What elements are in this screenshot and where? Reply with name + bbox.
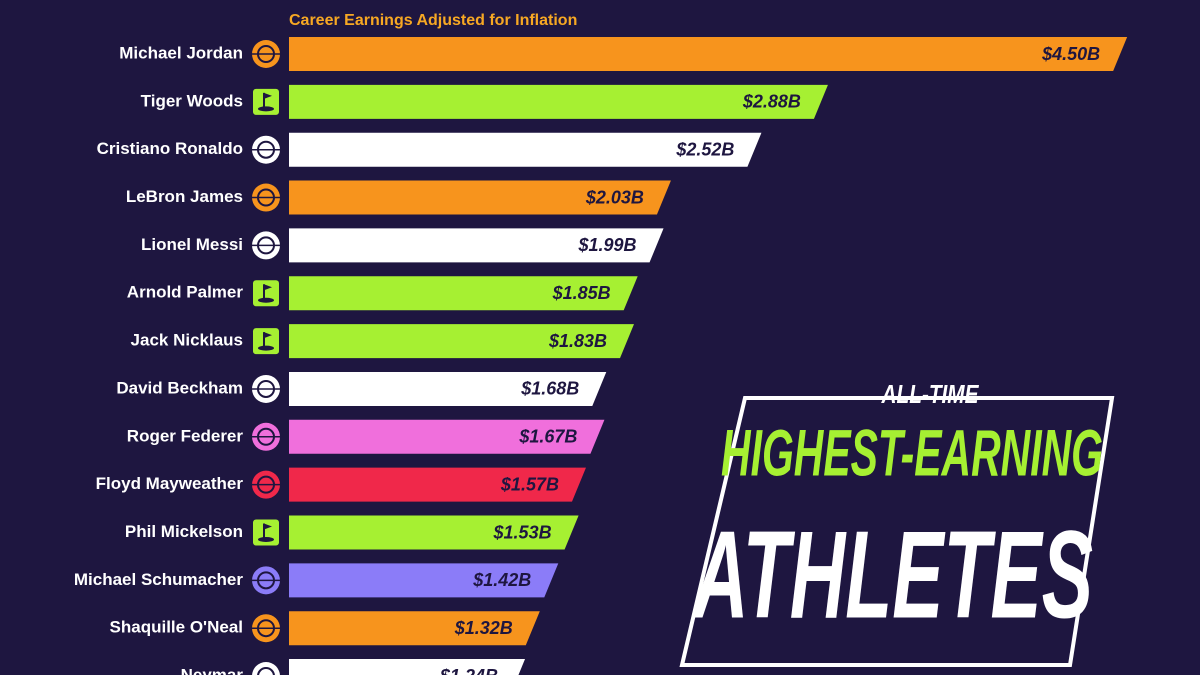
category-label: Tiger Woods	[141, 91, 243, 110]
category-label: Arnold Palmer	[127, 283, 244, 302]
sport-icon	[252, 662, 280, 675]
bar	[289, 563, 559, 598]
title-line: ATHLETES	[691, 506, 1093, 644]
sport-icon	[253, 328, 279, 355]
icon-part	[258, 537, 274, 542]
sport-icon	[252, 231, 280, 260]
bar	[289, 276, 638, 311]
category-label: Michael Schumacher	[74, 570, 244, 589]
bar	[289, 371, 607, 406]
icon-part	[264, 92, 272, 99]
sport-icon	[253, 280, 279, 307]
sport-icon	[252, 614, 280, 643]
title-line: HIGHEST-EARNING	[721, 415, 1103, 490]
category-label: Shaquille O'Neal	[110, 618, 243, 637]
bar	[289, 515, 579, 550]
value-label: $1.83B	[548, 331, 607, 351]
icon-part	[258, 297, 274, 303]
bar	[289, 180, 671, 215]
icon-part	[258, 345, 274, 351]
icon-part	[258, 106, 274, 112]
icon-part	[264, 284, 272, 291]
icon-part	[264, 523, 272, 530]
category-label: LeBron James	[126, 187, 243, 206]
sport-icon	[253, 88, 279, 115]
value-label: $1.57B	[500, 474, 559, 494]
sport-icon	[252, 470, 280, 499]
bar	[289, 228, 664, 263]
category-label: Floyd Mayweather	[96, 474, 244, 493]
value-label: $1.24B	[439, 666, 498, 675]
sport-icon	[252, 566, 280, 595]
value-label: $1.85B	[552, 283, 611, 303]
category-label: Michael Jordan	[119, 43, 243, 62]
sport-icon	[252, 374, 280, 403]
value-label: $2.52B	[675, 139, 734, 159]
category-label: David Beckham	[116, 378, 243, 397]
bar	[289, 611, 540, 646]
value-label: $1.53B	[493, 522, 552, 542]
chart-subtitle: Career Earnings Adjusted for Inflation	[289, 12, 577, 29]
category-label: Neymar	[181, 666, 244, 675]
value-label: $2.03B	[585, 187, 644, 207]
bar	[289, 84, 828, 119]
bar	[289, 132, 762, 167]
sport-icon	[252, 135, 280, 164]
category-label: Jack Nicklaus	[131, 331, 243, 350]
icon-part	[264, 332, 272, 339]
sport-icon	[252, 422, 280, 451]
category-label: Cristiano Ronaldo	[97, 139, 243, 158]
value-label: $1.32B	[454, 618, 513, 638]
bar	[289, 659, 526, 675]
title-line: ALL-TIME	[881, 380, 980, 409]
sport-icon	[253, 519, 279, 546]
category-label: Phil Mickelson	[125, 522, 243, 541]
sport-icon	[252, 40, 280, 68]
sport-icon	[252, 183, 280, 212]
value-label: $2.88B	[742, 92, 801, 112]
value-label: $1.42B	[472, 570, 531, 590]
value-label: $1.67B	[518, 427, 577, 447]
value-label: $1.99B	[578, 235, 637, 255]
category-label: Roger Federer	[127, 426, 244, 445]
bar	[289, 419, 605, 454]
title-box: ALL-TIME HIGHEST-EARNING ATHLETES	[679, 380, 1115, 667]
value-label: $4.50B	[1041, 44, 1100, 64]
value-label: $1.68B	[520, 379, 579, 399]
category-label: Lionel Messi	[141, 235, 243, 254]
bar	[289, 37, 1128, 71]
bar	[289, 324, 635, 359]
bar	[289, 467, 586, 502]
icon-part	[257, 667, 275, 675]
title-frame	[679, 396, 1115, 667]
